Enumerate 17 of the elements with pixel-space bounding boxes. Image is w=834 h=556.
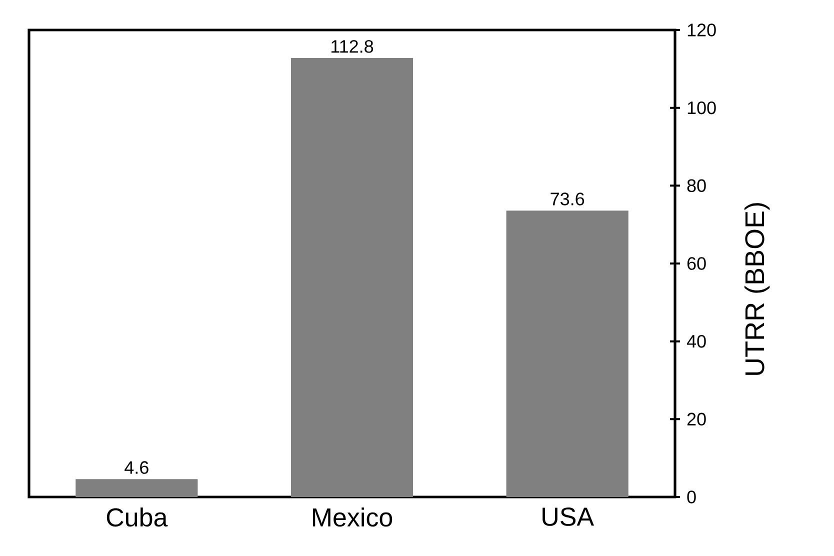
bar bbox=[506, 210, 628, 497]
data-label: 112.8 bbox=[332, 40, 374, 53]
y-tick-label: 40 bbox=[686, 334, 706, 348]
data-label: 4.6 bbox=[124, 461, 148, 474]
x-tick-label: Mexico bbox=[312, 508, 392, 527]
y-axis-title: UTRR (BBOE) bbox=[744, 203, 770, 375]
y-tick-label: 80 bbox=[687, 179, 706, 192]
data-label: 73.6 bbox=[550, 192, 584, 206]
x-tick-label: USA bbox=[542, 508, 594, 526]
y-tick-label: 100 bbox=[688, 101, 716, 114]
y-tick-label: 60 bbox=[687, 257, 706, 270]
y-tick-label: 0 bbox=[687, 490, 696, 504]
bar bbox=[76, 479, 198, 497]
x-tick-label: Cuba bbox=[106, 508, 168, 527]
y-tick-label: 20 bbox=[687, 412, 706, 426]
bar bbox=[290, 58, 414, 497]
y-tick-label: 120 bbox=[688, 24, 716, 36]
